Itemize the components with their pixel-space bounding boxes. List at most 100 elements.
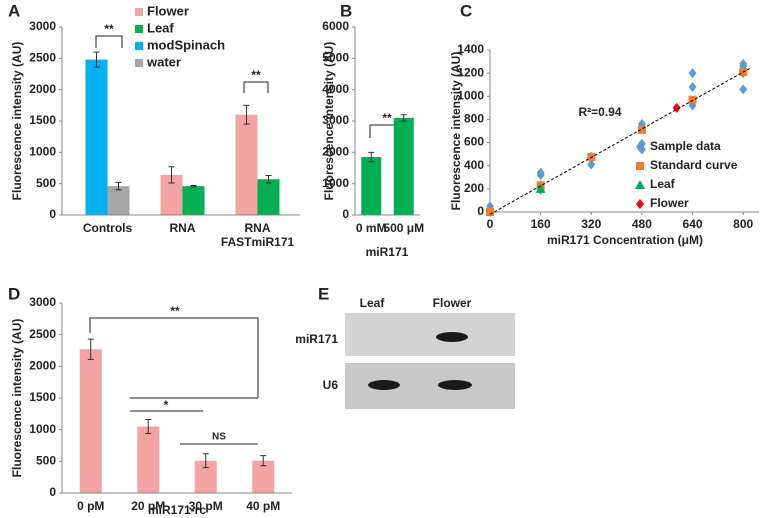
x-tick-label: 0 pM xyxy=(77,499,104,513)
y-tick-label: 500 xyxy=(36,176,56,190)
legend-label: Sample data xyxy=(650,139,721,153)
error-bar xyxy=(115,181,122,191)
x-axis-title: miR171 Concentration (μM) xyxy=(547,233,703,247)
error-bar xyxy=(368,151,375,163)
error-bar xyxy=(190,185,197,188)
y-tick-label: 1000 xyxy=(29,422,56,436)
point xyxy=(536,169,545,180)
point xyxy=(739,84,748,95)
legend-swatch xyxy=(135,8,143,16)
point xyxy=(486,208,494,216)
y-tick-label: 1500 xyxy=(29,390,56,404)
y-tick-label: 3000 xyxy=(29,19,56,33)
annotation: ** xyxy=(104,22,114,36)
x-tick-label: 500 μM xyxy=(383,221,424,235)
x-tick-label: 20 pM xyxy=(131,499,165,513)
y-tick-label: 5000 xyxy=(322,51,349,65)
y-axis-title: Fluorescence intensity (AU) xyxy=(10,319,24,478)
point xyxy=(688,95,697,104)
error-bar xyxy=(243,104,250,125)
legend-label: water xyxy=(146,54,181,69)
bar xyxy=(361,157,382,215)
y-tick-label: 0 xyxy=(49,485,56,499)
blot-image xyxy=(345,313,515,409)
x-tick-label: Controls xyxy=(83,221,133,235)
annotation: ** xyxy=(382,111,392,125)
y-tick-label: 2000 xyxy=(29,82,56,96)
significance-brackets xyxy=(89,35,404,445)
x-tick-label: RNA FASTmiR171 xyxy=(221,221,295,249)
point xyxy=(637,125,646,134)
legend-swatch xyxy=(636,142,644,152)
y-tick-label: 2500 xyxy=(29,51,56,65)
legend-label: Flower xyxy=(147,3,189,18)
y-tick-label: 3000 xyxy=(322,113,349,127)
y-tick-label: 400 xyxy=(464,158,484,172)
lane-label: Leaf xyxy=(360,296,386,310)
panel-letter: D xyxy=(8,284,20,303)
x-tick-label: RNA xyxy=(170,221,196,235)
error-bar xyxy=(260,455,267,467)
row-label: U6 xyxy=(323,378,339,392)
legend-swatch xyxy=(635,180,645,189)
y-tick-label: 200 xyxy=(464,181,484,195)
y-tick-label: 1200 xyxy=(457,65,484,79)
x-tick-label: 0 xyxy=(487,217,494,231)
legend-swatch xyxy=(636,199,644,209)
legend-swatch xyxy=(135,42,143,50)
point xyxy=(688,82,697,93)
y-tick-label: 3000 xyxy=(29,295,56,309)
error-bar xyxy=(400,114,407,122)
point xyxy=(688,68,697,79)
panel-letter: B xyxy=(340,1,352,20)
error-bar xyxy=(145,419,152,434)
legend-label: Leaf xyxy=(650,177,676,191)
panel-letter: A xyxy=(8,1,20,20)
error-bar xyxy=(93,51,100,68)
y-tick-label: 1400 xyxy=(457,42,484,56)
error-bar xyxy=(87,338,94,360)
y-tick-label: 6000 xyxy=(322,19,349,33)
annotation: NS xyxy=(212,432,226,443)
bar xyxy=(393,117,414,215)
panel-letter: E xyxy=(318,284,329,303)
y-tick-label: 1000 xyxy=(457,88,484,102)
x-axis-title: miR171-rc xyxy=(148,503,206,517)
x-tick-label: 30 pM xyxy=(189,499,223,513)
lane-label: Flower xyxy=(433,296,472,310)
x-tick-label: 800 xyxy=(733,217,753,231)
x-tick-label: 320 xyxy=(581,217,601,231)
bar xyxy=(85,59,108,215)
y-axis-title: Fluorescence intensity (AU) xyxy=(322,42,336,201)
y-axis-title: Fluorescence intensity (AU) xyxy=(10,42,24,201)
y-tick-label: 1500 xyxy=(29,113,56,127)
legend-label: modSpinach xyxy=(147,37,225,52)
error-bar xyxy=(202,453,209,469)
y-tick-label: 0 xyxy=(49,207,56,221)
legend-label: Leaf xyxy=(147,20,174,35)
legend-label: Flower xyxy=(650,196,689,210)
legend-swatch xyxy=(135,59,143,67)
bar xyxy=(182,186,205,215)
panel-letter: C xyxy=(460,1,472,20)
bar xyxy=(160,174,183,215)
error-bar xyxy=(168,166,175,184)
row-label: miR171 xyxy=(295,332,338,346)
y-tick-label: 2000 xyxy=(29,359,56,373)
bar xyxy=(79,349,102,493)
annotation: ** xyxy=(170,304,180,318)
point xyxy=(587,159,596,170)
y-tick-label: 2500 xyxy=(29,327,56,341)
y-tick-label: 2000 xyxy=(322,145,349,159)
x-tick-label: 160 xyxy=(531,217,551,231)
point xyxy=(535,183,546,193)
bar xyxy=(137,426,160,493)
annotation: * xyxy=(164,398,169,412)
annotation: R²=0.94 xyxy=(578,105,621,119)
y-tick-label: 0 xyxy=(477,204,484,218)
y-tick-label: 800 xyxy=(464,112,484,126)
x-tick-label: 0 mM xyxy=(356,221,387,235)
legend-swatch xyxy=(636,162,644,170)
annotation: ** xyxy=(251,68,261,82)
